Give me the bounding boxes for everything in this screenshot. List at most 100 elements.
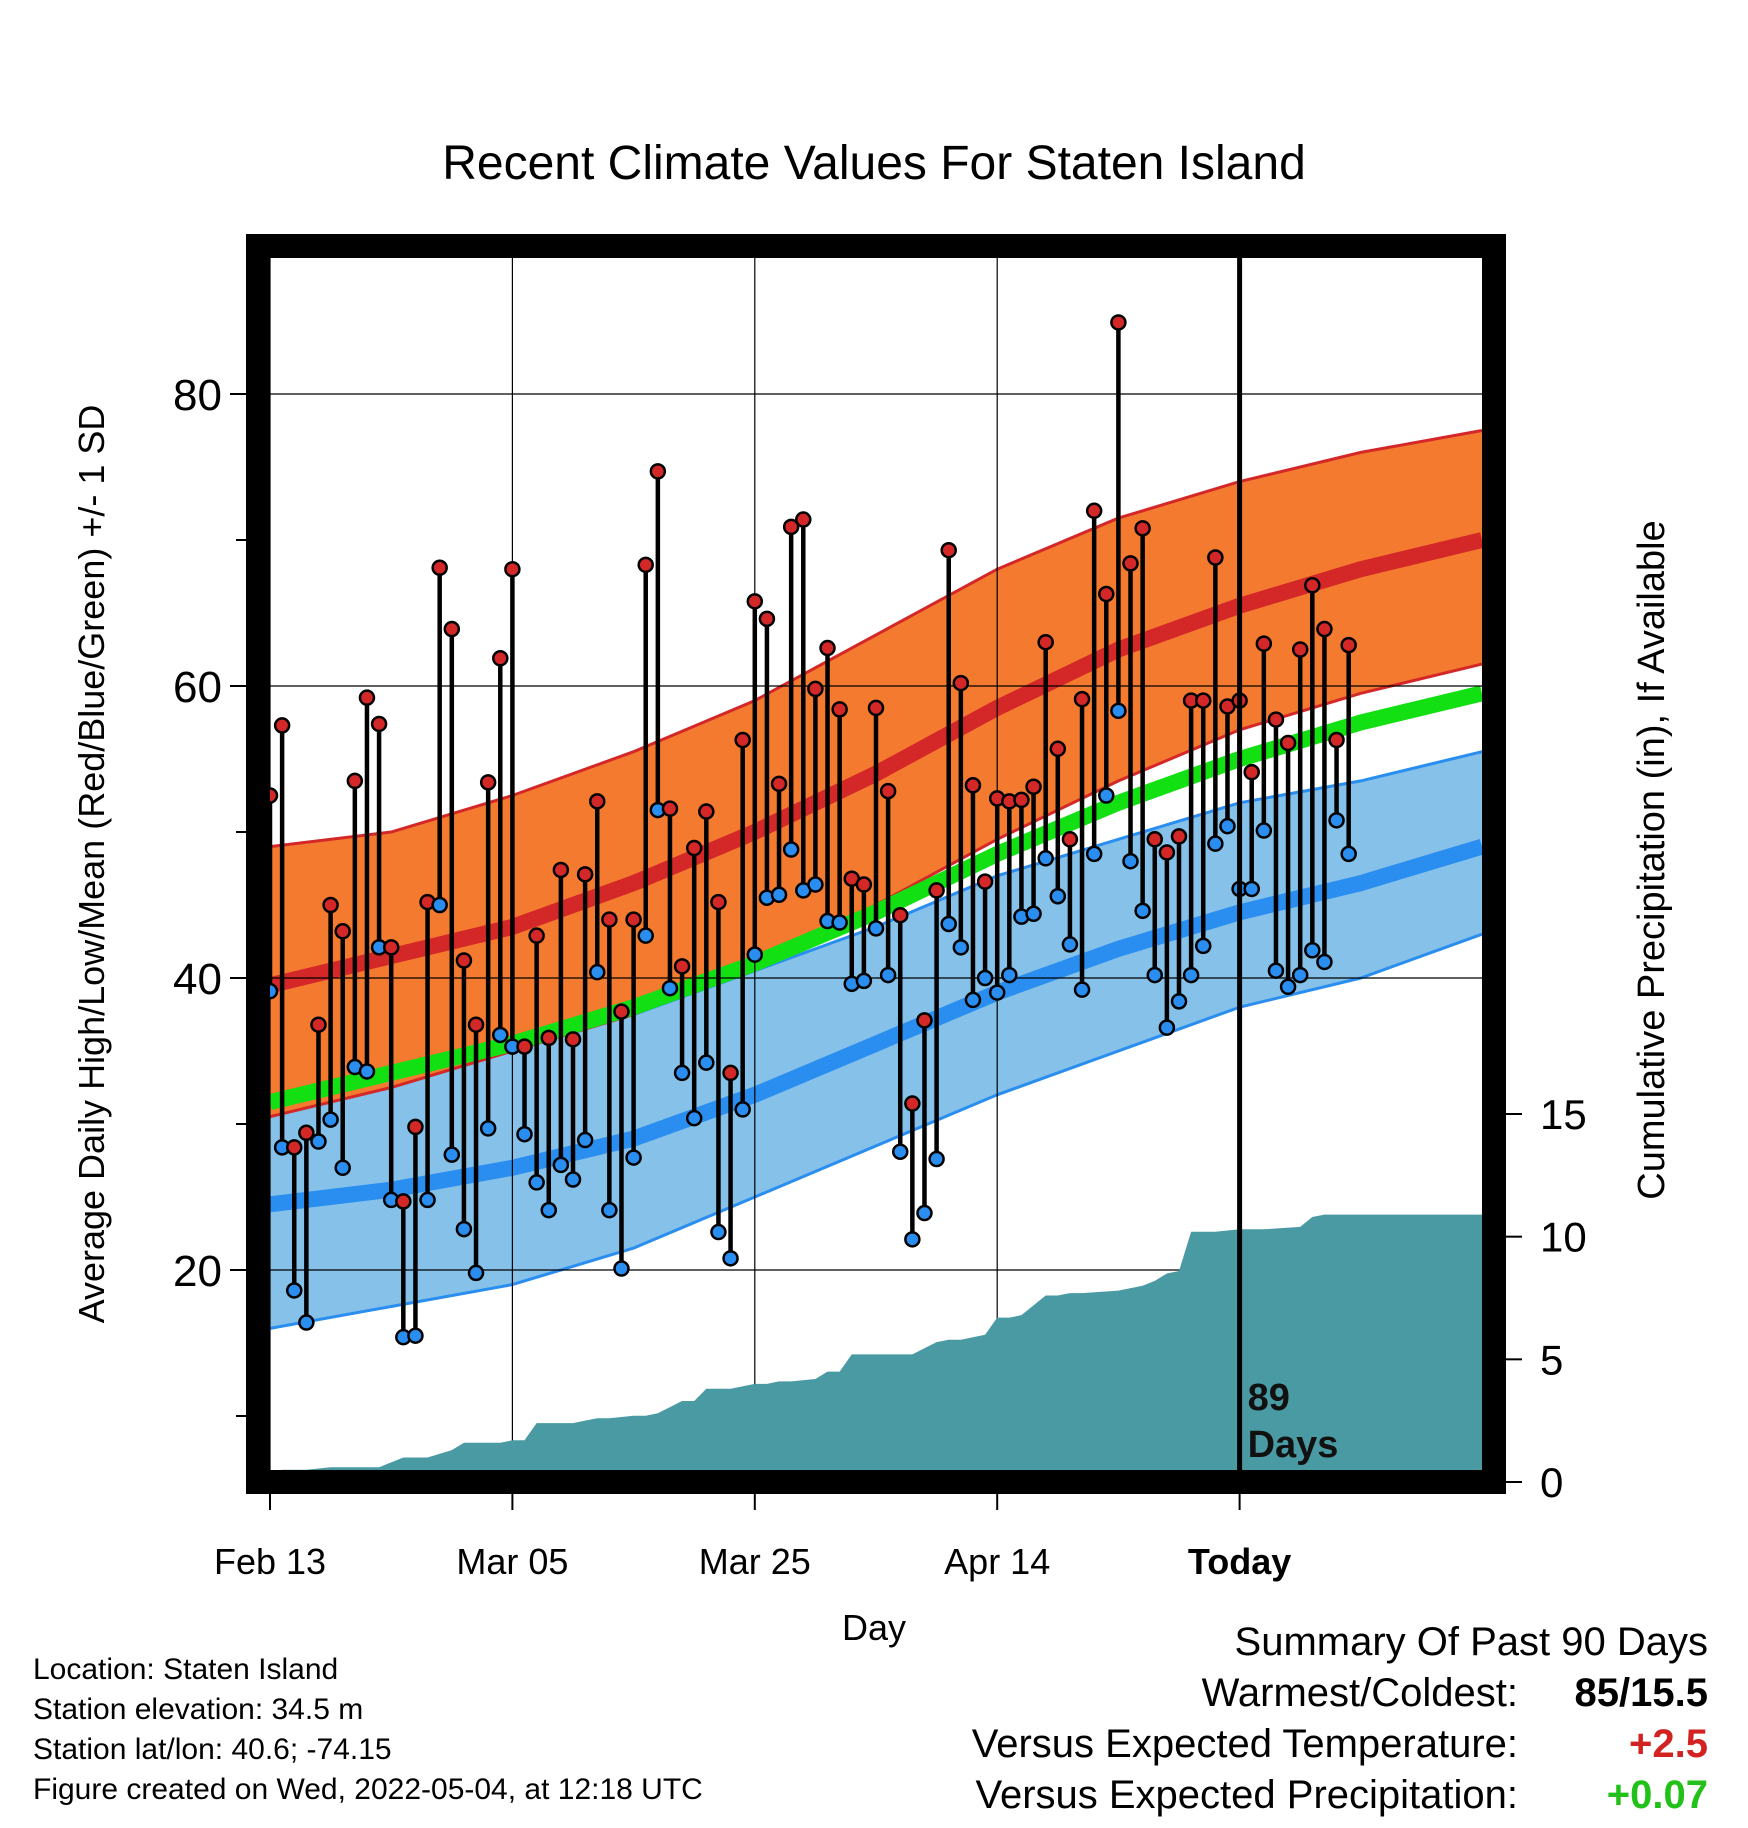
y2-tick-label: 0 bbox=[1540, 1459, 1563, 1506]
summary-temp-value: +2.5 bbox=[1629, 1722, 1708, 1766]
x-tick-label: Feb 13 bbox=[214, 1541, 326, 1582]
daily-high-point bbox=[492, 650, 509, 667]
daily-high-point bbox=[722, 1064, 739, 1082]
daily-low-point bbox=[479, 1120, 497, 1137]
daily-low-point bbox=[976, 969, 994, 987]
precip-area bbox=[270, 1214, 1482, 1482]
daily-low-point bbox=[1085, 845, 1103, 863]
daily-high-point bbox=[1316, 620, 1333, 638]
daily-high-point bbox=[273, 717, 291, 734]
plot-border bbox=[246, 234, 1506, 1494]
daily-low-point bbox=[1243, 880, 1260, 898]
daily-high-point bbox=[1291, 641, 1309, 658]
daily-low-point bbox=[1146, 966, 1164, 984]
daily-high-point bbox=[698, 803, 715, 820]
station-location: Location: Staten Island bbox=[33, 1653, 339, 1686]
daily-high-point bbox=[1207, 549, 1224, 566]
y-tick-label: 60 bbox=[173, 663, 222, 712]
y-tick-label: 40 bbox=[173, 955, 222, 1004]
daily-low-point bbox=[298, 1314, 315, 1331]
daily-high-point bbox=[952, 674, 970, 692]
daily-low-point bbox=[722, 1250, 739, 1267]
daily-high-point bbox=[673, 958, 691, 975]
figure-created: Figure created on Wed, 2022-05-04, at 12… bbox=[33, 1773, 703, 1806]
y2-tick-label: 15 bbox=[1540, 1091, 1587, 1138]
daily-low-point bbox=[831, 914, 848, 931]
daily-high-point bbox=[746, 593, 764, 610]
daily-low-point bbox=[455, 1220, 473, 1238]
daily-high-point bbox=[770, 775, 788, 793]
daily-high-point bbox=[1340, 636, 1357, 654]
daily-high-point bbox=[916, 1012, 933, 1029]
daily-low-point bbox=[673, 1064, 691, 1082]
daily-high-point bbox=[285, 1139, 303, 1156]
daily-high-point bbox=[1243, 763, 1260, 781]
daily-low-point bbox=[988, 984, 1006, 1001]
x-axis-label: Day bbox=[842, 1607, 906, 1648]
daily-high-point bbox=[1134, 520, 1151, 537]
daily-high-point bbox=[467, 1016, 485, 1033]
daily-high-point bbox=[964, 777, 982, 794]
daily-low-point bbox=[1061, 936, 1079, 953]
daily-high-point bbox=[1279, 734, 1297, 752]
daily-low-point bbox=[1267, 962, 1285, 979]
daily-low-point bbox=[1219, 817, 1236, 835]
daily-low-point bbox=[1316, 953, 1333, 971]
daily-low-point bbox=[625, 1149, 642, 1166]
daily-low-point bbox=[710, 1223, 727, 1241]
daily-high-point bbox=[455, 952, 473, 969]
y-tick-label: 20 bbox=[173, 1247, 222, 1296]
daily-range-bars bbox=[261, 314, 1357, 1346]
today-days-label: Days bbox=[1248, 1424, 1339, 1466]
daily-high-point bbox=[1158, 844, 1176, 861]
station-info: Location: Staten Island Station elevatio… bbox=[33, 1650, 703, 1810]
daily-high-point bbox=[782, 518, 800, 536]
summary-warmest-row: Warmest/Coldest: 85/15.5 bbox=[972, 1668, 1708, 1719]
daily-low-point bbox=[310, 1133, 327, 1150]
daily-low-point bbox=[1134, 902, 1151, 920]
daily-high-point bbox=[334, 923, 351, 940]
daily-high-point bbox=[976, 873, 994, 890]
daily-high-point bbox=[358, 689, 376, 706]
daily-low-point bbox=[1122, 852, 1139, 870]
daily-high-point bbox=[1025, 778, 1042, 795]
daily-low-point bbox=[1279, 978, 1297, 996]
daily-low-point bbox=[552, 1156, 570, 1174]
daily-low-point bbox=[516, 1125, 533, 1143]
daily-high-point bbox=[904, 1095, 921, 1112]
daily-high-point bbox=[1098, 585, 1115, 603]
daily-low-point bbox=[1049, 887, 1067, 905]
daily-low-point bbox=[928, 1150, 945, 1168]
daily-high-point bbox=[1255, 635, 1273, 652]
daily-high-point bbox=[370, 715, 388, 733]
daily-low-point bbox=[576, 1131, 594, 1149]
daily-low-point bbox=[588, 963, 606, 981]
daily-low-point bbox=[1037, 850, 1054, 867]
daily-high-point bbox=[1170, 828, 1188, 845]
daily-high-point bbox=[831, 701, 848, 718]
daily-low-point bbox=[1291, 966, 1309, 984]
daily-high-point bbox=[734, 731, 751, 749]
summary-heading: Summary Of Past 90 Days bbox=[1234, 1620, 1708, 1664]
daily-high-point bbox=[1085, 502, 1103, 520]
x-tick-label: Today bbox=[1188, 1541, 1291, 1582]
daily-low-point bbox=[916, 1204, 933, 1222]
daily-low-point bbox=[1194, 937, 1212, 955]
daily-low-point bbox=[419, 1191, 436, 1209]
daily-high-point bbox=[504, 560, 521, 578]
daily-low-point bbox=[443, 1146, 461, 1163]
daily-low-point bbox=[637, 927, 654, 944]
plot-frame bbox=[246, 234, 1506, 1494]
daily-high-point bbox=[540, 1029, 558, 1047]
daily-low-point bbox=[285, 1282, 303, 1299]
daily-low-point bbox=[746, 946, 764, 963]
daily-high-point bbox=[1146, 831, 1164, 848]
summary-warmest-label: Warmest/Coldest: bbox=[1201, 1671, 1518, 1715]
summary-warmest-value: 85/15.5 bbox=[1574, 1671, 1708, 1715]
daily-high-point bbox=[685, 839, 703, 857]
daily-high-point bbox=[795, 511, 812, 528]
daily-low-point bbox=[904, 1231, 921, 1248]
daily-low-point bbox=[1255, 822, 1273, 839]
summary-precip-value: +0.07 bbox=[1606, 1773, 1708, 1817]
summary-precip-label: Versus Expected Precipitation: bbox=[975, 1773, 1518, 1817]
